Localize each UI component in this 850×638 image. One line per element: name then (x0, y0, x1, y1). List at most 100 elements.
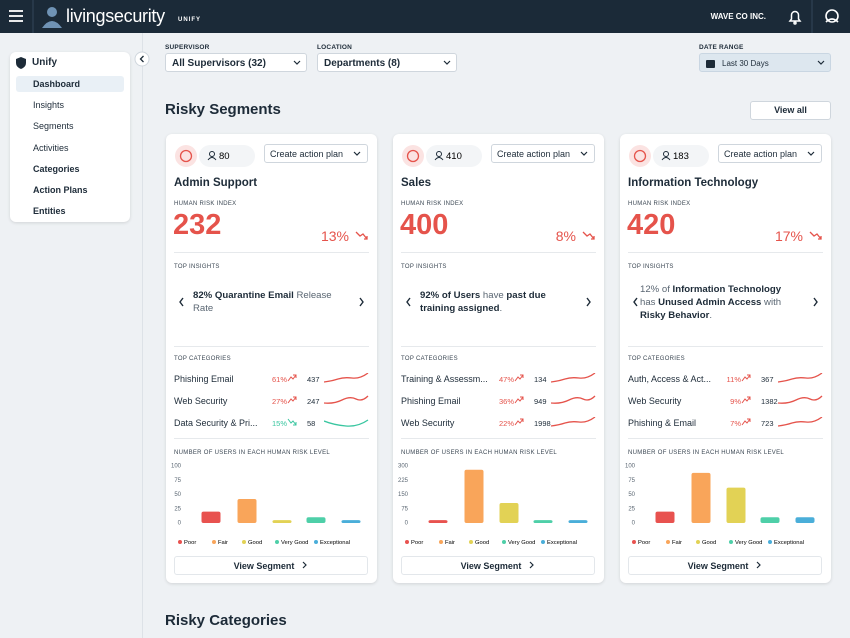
category-count: 437 (307, 375, 320, 384)
nav-item[interactable]: Categories (33, 163, 80, 174)
divider (174, 438, 369, 439)
nav-item[interactable]: Entities (33, 206, 66, 217)
users-badge (653, 145, 709, 167)
trend-arrow (355, 231, 368, 240)
category-name: Data Security & Pri... (174, 418, 258, 428)
legend-dot (469, 540, 473, 544)
filter-label: LOCATION (317, 44, 353, 51)
sparkline-path (551, 373, 596, 383)
insight-part: Release Rate (193, 290, 332, 314)
view-segment-label: View Segment (460, 561, 522, 571)
trend-arrow-path (809, 231, 822, 240)
risk-icon-face (633, 149, 647, 163)
legend-label: Fair (445, 540, 455, 546)
bar (795, 517, 815, 523)
users-icon (434, 157, 444, 161)
risk-icon-face (406, 149, 420, 163)
users-count: 80 (219, 151, 230, 162)
sparkline-path (778, 373, 823, 383)
dropdown-value: Departments (8) (324, 58, 401, 69)
bar (306, 517, 326, 523)
category-trend (741, 374, 751, 382)
category-change: 22% (498, 419, 514, 428)
users-count: 410 (446, 151, 462, 162)
collapse-button[interactable] (134, 51, 150, 67)
nav-item[interactable]: Action Plans (33, 185, 88, 195)
risk-index: 232 (173, 209, 222, 241)
chevron-path (353, 151, 361, 156)
bar (726, 487, 746, 523)
trend-arrow-path (741, 374, 751, 382)
category-trend (287, 374, 297, 382)
bar-chart: 0 25 50 75 100 Poor Fair Good Very Good Exception… (171, 464, 361, 546)
divider (401, 252, 596, 253)
divider (142, 33, 143, 638)
legend-dot (178, 540, 182, 544)
divider (628, 252, 823, 253)
category-change: 36% (498, 397, 514, 406)
legend-dot (502, 540, 506, 544)
risk-index: 400 (400, 209, 449, 241)
chevron-path (756, 561, 762, 569)
legend-dot (729, 540, 733, 544)
bar (533, 520, 553, 523)
action-dropdown[interactable]: Create action plan (264, 144, 368, 163)
category-trend (741, 418, 751, 426)
view-segment-button[interactable]: View Segment (628, 556, 822, 575)
category-change: 27% (271, 397, 287, 406)
sparkline-path (324, 373, 369, 383)
insight-text: 92% of Users have past due training assi… (420, 289, 572, 315)
dropdown[interactable]: Last 30 Days (699, 53, 831, 72)
users-badge (199, 145, 255, 167)
category-count: 367 (761, 375, 774, 384)
nav-item[interactable]: Activities (33, 142, 69, 153)
users-icon (663, 151, 669, 157)
category-count: 1998 (534, 419, 551, 428)
category-change: 47% (498, 375, 514, 384)
insight-part: 92% of Users (420, 290, 481, 301)
category-count: 1382 (761, 397, 778, 406)
chevron-path (580, 151, 588, 156)
trend-arrow-path (287, 418, 297, 426)
view-segment-button[interactable]: View Segment (174, 556, 368, 575)
legend-label: Very Good (735, 540, 762, 546)
view-segment-button[interactable]: View Segment (401, 556, 595, 575)
users-icon (209, 151, 215, 157)
insight-part: has (640, 297, 659, 308)
action-dropdown[interactable]: Create action plan (718, 144, 822, 163)
menu-icon[interactable] (9, 10, 23, 22)
bell-icon[interactable] (788, 10, 802, 25)
sparkline-path (778, 395, 823, 404)
caption: HUMAN RISK INDEX (628, 201, 691, 207)
legend-dot (242, 540, 246, 544)
caption: NUMBER OF USERS IN EACH HUMAN RISK LEVEL (174, 450, 331, 456)
nav-item[interactable]: Insights (33, 100, 65, 111)
action-label: Create action plan (724, 149, 798, 159)
sparkline (551, 373, 596, 383)
insight-nav (633, 297, 818, 307)
sparkline-path (778, 417, 823, 427)
prev-arrow (179, 297, 184, 307)
sidebar: Unify Dashboard Insights Segments Activitie… (10, 52, 130, 222)
y-tick-label: 150 (398, 492, 409, 498)
legend-dot (275, 540, 279, 544)
bar (428, 520, 448, 523)
sparkline (551, 395, 596, 404)
y-tick-label: 75 (174, 478, 181, 484)
category-trend (514, 396, 524, 404)
category-count: 58 (307, 419, 316, 428)
dropdown[interactable]: Departments (8) (317, 53, 457, 72)
chevron (580, 151, 588, 156)
bar (655, 511, 675, 523)
avatar-icon[interactable] (825, 9, 839, 23)
view-all-button[interactable]: View all (750, 101, 831, 120)
dropdown[interactable]: All Supervisors (32) (165, 53, 307, 72)
legend-label: Exceptional (320, 540, 350, 546)
category-name: Auth, Access & Act... (628, 374, 712, 384)
header-icons (9, 0, 839, 33)
nav-item[interactable]: Dashboard (16, 76, 124, 92)
nav-item[interactable]: Segments (33, 121, 74, 132)
action-dropdown[interactable]: Create action plan (491, 144, 595, 163)
users-icon (207, 157, 217, 161)
